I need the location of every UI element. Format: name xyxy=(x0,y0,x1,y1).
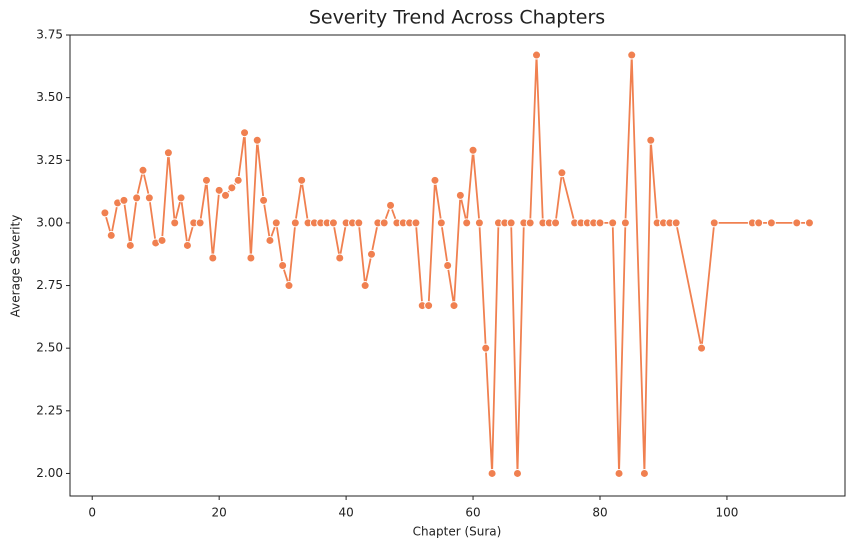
y-tick-label: 2.50 xyxy=(36,341,63,355)
marker xyxy=(646,135,656,145)
marker xyxy=(754,218,764,228)
marker xyxy=(608,218,618,228)
x-tick-label: 40 xyxy=(338,506,353,520)
marker xyxy=(119,195,129,205)
y-tick-label: 2.25 xyxy=(36,403,63,417)
marker xyxy=(182,240,192,250)
marker xyxy=(221,190,231,200)
marker xyxy=(132,193,142,203)
marker xyxy=(614,468,624,478)
marker xyxy=(532,50,542,60)
line xyxy=(104,55,810,474)
marker xyxy=(620,218,630,228)
marker xyxy=(360,281,370,291)
y-tick-label: 2.00 xyxy=(36,466,63,480)
marker xyxy=(551,218,561,228)
marker xyxy=(697,343,707,353)
marker xyxy=(443,261,453,270)
marker xyxy=(233,175,243,185)
marker xyxy=(481,343,491,353)
marker xyxy=(176,193,186,203)
marker xyxy=(227,183,237,193)
y-tick-label: 3.50 xyxy=(36,90,63,104)
y-tick-label: 3.75 xyxy=(36,28,63,42)
y-tick-label: 2.75 xyxy=(36,278,63,292)
marker xyxy=(125,240,135,250)
marker xyxy=(804,218,814,228)
marker xyxy=(328,218,338,228)
marker xyxy=(259,195,269,205)
chart-title: Severity Trend Across Chapters xyxy=(309,7,605,29)
marker xyxy=(512,468,522,478)
marker xyxy=(386,200,396,210)
x-axis-label: Chapter (Sura) xyxy=(413,525,502,539)
marker xyxy=(487,468,497,478)
marker xyxy=(671,218,681,228)
marker xyxy=(379,218,389,228)
marker xyxy=(462,218,472,228)
marker xyxy=(411,218,421,228)
marker xyxy=(278,261,288,270)
x-tick-label: 60 xyxy=(465,506,480,520)
marker xyxy=(474,218,484,228)
marker xyxy=(163,148,173,158)
marker xyxy=(297,175,307,185)
marker xyxy=(354,218,364,228)
marker xyxy=(468,145,478,155)
marker xyxy=(639,468,649,478)
marker xyxy=(138,165,148,175)
marker xyxy=(195,218,205,228)
x-tick-label: 80 xyxy=(592,506,607,520)
marker xyxy=(766,218,776,228)
marker xyxy=(627,50,637,60)
marker xyxy=(284,281,294,291)
marker xyxy=(424,301,434,311)
marker xyxy=(506,218,516,228)
marker xyxy=(100,208,110,218)
marker xyxy=(240,128,250,138)
y-tick-label: 3.00 xyxy=(36,215,63,229)
y-tick-label: 3.25 xyxy=(36,153,63,167)
marker xyxy=(430,175,440,185)
marker xyxy=(792,218,802,228)
marker xyxy=(157,235,167,245)
marker xyxy=(214,185,224,195)
marker xyxy=(595,218,605,228)
marker xyxy=(170,218,180,228)
marker xyxy=(252,135,262,145)
x-tick-label: 20 xyxy=(212,506,227,520)
x-tick-label: 100 xyxy=(715,506,738,520)
marker xyxy=(208,253,218,263)
marker xyxy=(290,218,300,228)
marker xyxy=(436,218,446,228)
marker xyxy=(265,235,275,245)
marker xyxy=(709,218,719,228)
marker xyxy=(455,190,465,200)
plot-frame xyxy=(69,34,846,497)
marker xyxy=(246,253,256,263)
marker xyxy=(525,218,535,228)
marker xyxy=(144,193,154,203)
marker xyxy=(449,301,459,311)
y-axis-label: Average Severity xyxy=(9,215,23,318)
marker xyxy=(106,230,116,240)
marker xyxy=(201,175,211,185)
marker xyxy=(366,249,376,259)
marker xyxy=(271,218,281,228)
x-tick-label: 0 xyxy=(88,506,96,520)
marker xyxy=(557,168,567,178)
marker xyxy=(335,253,345,263)
